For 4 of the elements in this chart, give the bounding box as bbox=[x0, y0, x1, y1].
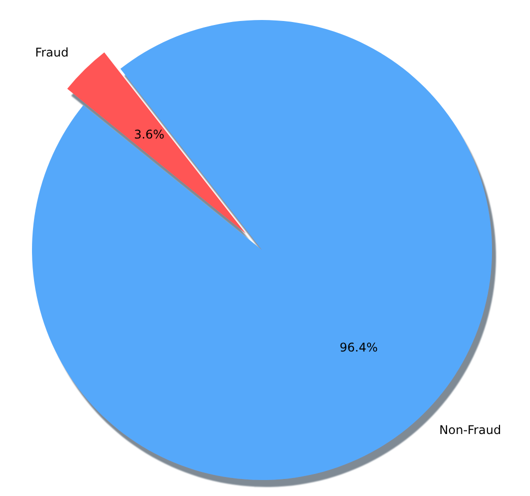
data-label: 96.4% bbox=[340, 340, 378, 355]
slice-label: Fraud bbox=[35, 45, 69, 60]
slice-label: Non-Fraud bbox=[439, 422, 502, 437]
data-label: 3.6% bbox=[134, 127, 164, 142]
